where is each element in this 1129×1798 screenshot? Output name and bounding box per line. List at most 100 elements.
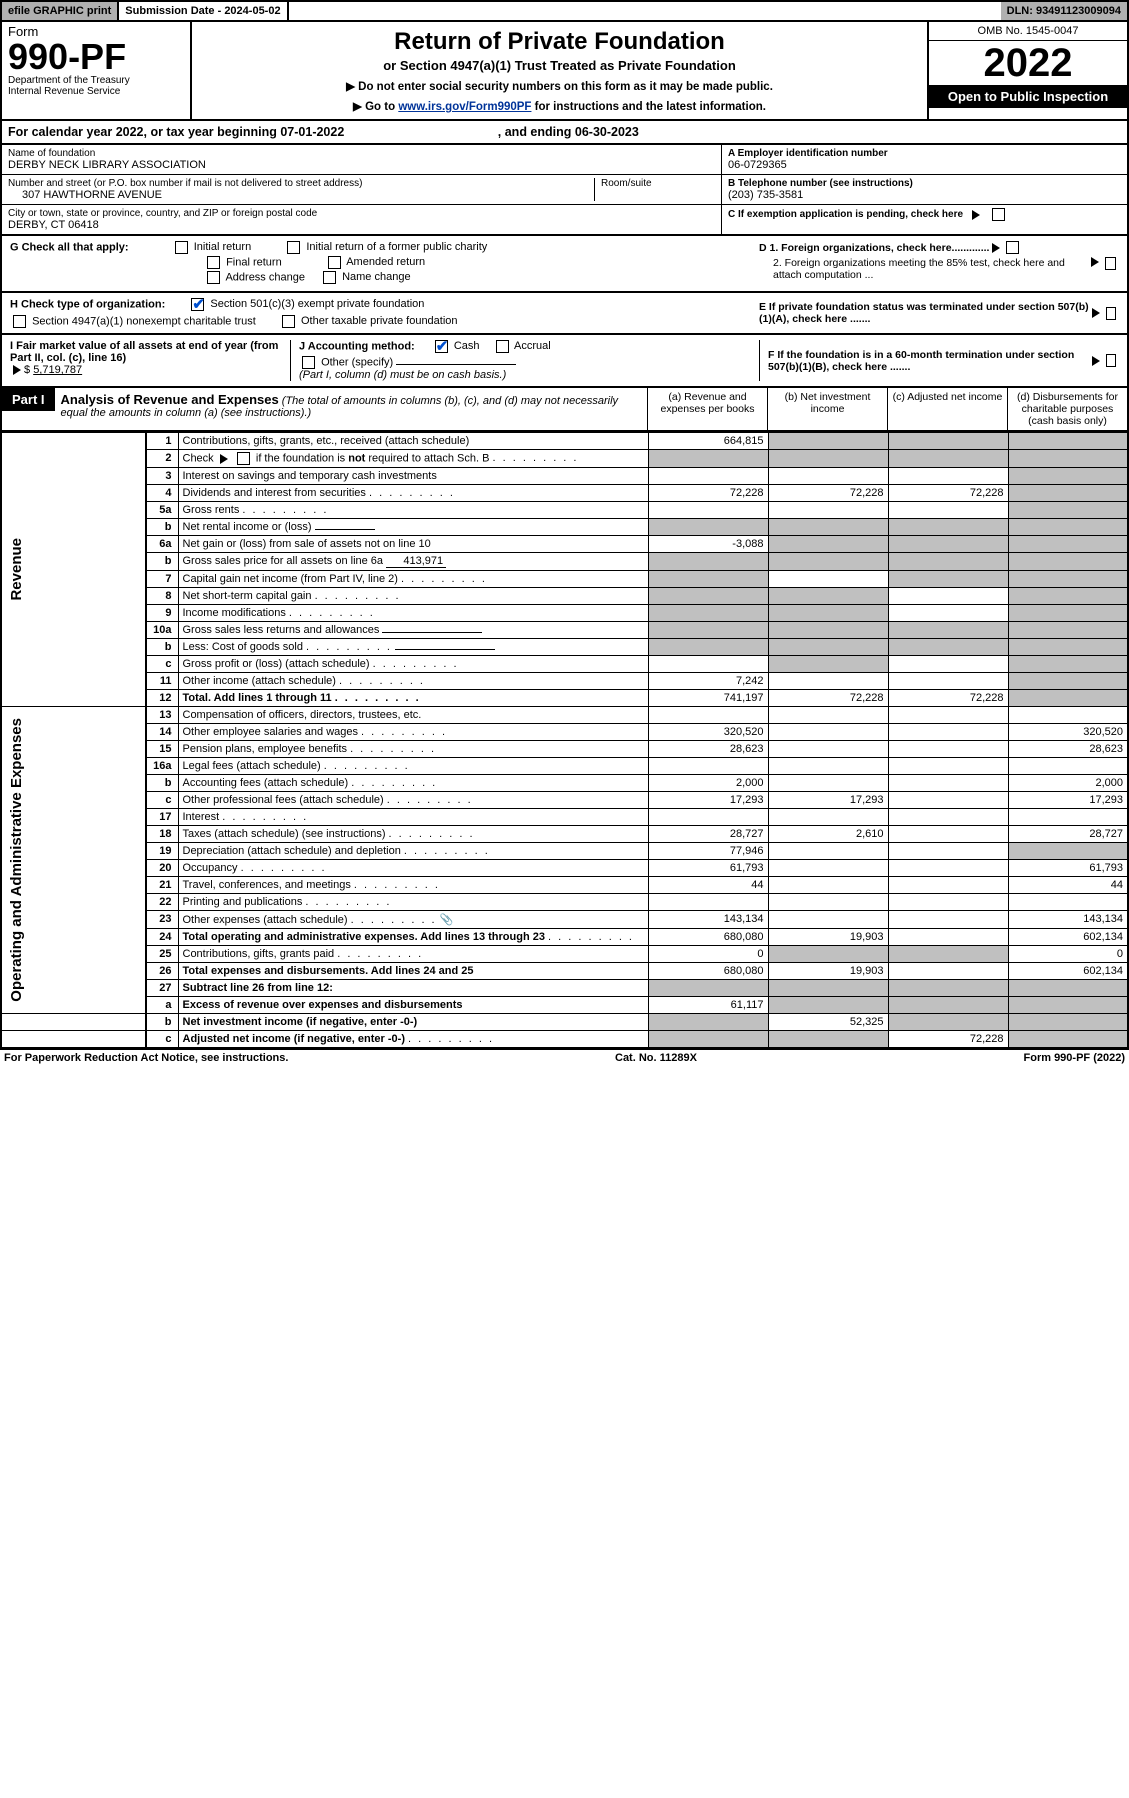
- submission-date: Submission Date - 2024-05-02: [119, 2, 288, 20]
- table-row: 16aLegal fees (attach schedule): [1, 758, 1128, 775]
- name-label: Name of foundation: [8, 148, 715, 159]
- d2-label: 2. Foreign organizations meeting the 85%…: [759, 257, 1088, 281]
- table-row: bNet rental income or (loss): [1, 519, 1128, 536]
- table-row: 22Printing and publications: [1, 894, 1128, 911]
- table-row: 10aGross sales less returns and allowanc…: [1, 622, 1128, 639]
- table-row: 19Depreciation (attach schedule) and dep…: [1, 843, 1128, 860]
- chk-other-method[interactable]: [302, 356, 315, 369]
- note-link: ▶ Go to www.irs.gov/Form990PF for instru…: [198, 99, 921, 113]
- table-row: cOther professional fees (attach schedul…: [1, 792, 1128, 809]
- chk-d1[interactable]: [1006, 241, 1019, 254]
- cat-no: Cat. No. 11289X: [615, 1052, 697, 1064]
- street-address: 307 HAWTHORNE AVENUE: [8, 189, 588, 201]
- chk-4947[interactable]: [13, 315, 26, 328]
- section-h: H Check type of organization: Section 50…: [0, 293, 1129, 335]
- form-ref: Form 990-PF (2022): [1024, 1052, 1126, 1064]
- chk-f[interactable]: [1106, 354, 1116, 367]
- form-header: Form 990-PF Department of the Treasury I…: [0, 22, 1129, 121]
- table-row: 26Total expenses and disbursements. Add …: [1, 963, 1128, 980]
- topbar: efile GRAPHIC print Submission Date - 20…: [0, 0, 1129, 22]
- chk-accrual[interactable]: [496, 340, 509, 353]
- foundation-name: DERBY NECK LIBRARY ASSOCIATION: [8, 159, 715, 171]
- arrow-icon: [1091, 257, 1099, 267]
- attachment-icon[interactable]: 📎: [440, 914, 454, 926]
- room-label: Room/suite: [601, 178, 715, 189]
- table-row: 3Interest on savings and temporary cash …: [1, 468, 1128, 485]
- table-row: Revenue 1 Contributions, gifts, grants, …: [1, 433, 1128, 450]
- note-ssn: ▶ Do not enter social security numbers o…: [198, 79, 921, 93]
- table-row: 25Contributions, gifts, grants paid 00: [1, 946, 1128, 963]
- chk-namechange[interactable]: [323, 271, 336, 284]
- table-row: 17Interest: [1, 809, 1128, 826]
- form990pf-link[interactable]: www.irs.gov/Form990PF: [398, 101, 531, 113]
- chk-d2[interactable]: [1105, 257, 1116, 270]
- table-row: 12Total. Add lines 1 through 11 741,1977…: [1, 690, 1128, 707]
- chk-initial[interactable]: [175, 241, 188, 254]
- irs-label: Internal Revenue Service: [8, 86, 184, 97]
- efile-print-btn[interactable]: efile GRAPHIC print: [2, 2, 119, 20]
- chk-other-taxable[interactable]: [282, 315, 295, 328]
- arrow-icon: [972, 210, 980, 220]
- g-label: G Check all that apply:: [10, 241, 129, 253]
- section-ijf: I Fair market value of all assets at end…: [0, 335, 1129, 388]
- table-row: aExcess of revenue over expenses and dis…: [1, 997, 1128, 1014]
- chk-e[interactable]: [1106, 307, 1116, 320]
- table-row: bGross sales price for all assets on lin…: [1, 553, 1128, 571]
- tax-year: 2022: [929, 41, 1127, 85]
- calendar-year-row: For calendar year 2022, or tax year begi…: [0, 121, 1129, 145]
- omb-number: OMB No. 1545-0047: [929, 22, 1127, 41]
- table-row: 9Income modifications: [1, 605, 1128, 622]
- col-a-hdr: (a) Revenue and expenses per books: [647, 388, 767, 430]
- i-label: I Fair market value of all assets at end…: [10, 340, 278, 364]
- phone-value: (203) 735-3581: [728, 189, 1121, 201]
- table-row: 6aNet gain or (loss) from sale of assets…: [1, 536, 1128, 553]
- table-row: 24Total operating and administrative exp…: [1, 929, 1128, 946]
- d1-label: D 1. Foreign organizations, check here..…: [759, 242, 989, 254]
- chk-address[interactable]: [207, 271, 220, 284]
- col-d-hdr: (d) Disbursements for charitable purpose…: [1007, 388, 1127, 430]
- part1-title: Analysis of Revenue and Expenses: [61, 392, 279, 407]
- city-label: City or town, state or province, country…: [8, 208, 715, 219]
- addr-label: Number and street (or P.O. box number if…: [8, 178, 588, 189]
- table-row: 5aGross rents: [1, 502, 1128, 519]
- form-subtitle: or Section 4947(a)(1) Trust Treated as P…: [198, 58, 921, 73]
- paperwork-notice: For Paperwork Reduction Act Notice, see …: [4, 1052, 288, 1064]
- city-state-zip: DERBY, CT 06418: [8, 219, 715, 231]
- f-label: F If the foundation is in a 60-month ter…: [768, 349, 1089, 373]
- table-row: Operating and Administrative Expenses 13…: [1, 707, 1128, 724]
- chk-501c3[interactable]: [191, 298, 204, 311]
- arrow-icon: [1092, 308, 1100, 318]
- arrow-icon: [992, 243, 1000, 253]
- arrow-icon: [1092, 356, 1100, 366]
- section-g-h: G Check all that apply: Initial return I…: [0, 236, 1129, 293]
- chk-initial-former[interactable]: [287, 241, 300, 254]
- table-row: 7Capital gain net income (from Part IV, …: [1, 571, 1128, 588]
- table-row: bNet investment income (if negative, ent…: [1, 1014, 1128, 1031]
- arrow-icon: [13, 365, 21, 375]
- chk-amended[interactable]: [328, 256, 341, 269]
- table-row: 8Net short-term capital gain: [1, 588, 1128, 605]
- ty-begin: 07-01-2022: [280, 125, 344, 139]
- info-block: Name of foundation DERBY NECK LIBRARY AS…: [0, 145, 1129, 236]
- table-row: 27Subtract line 26 from line 12:: [1, 980, 1128, 997]
- part1-badge: Part I: [2, 388, 55, 411]
- table-row: cGross profit or (loss) (attach schedule…: [1, 656, 1128, 673]
- chk-schb[interactable]: [237, 452, 250, 465]
- page-footer: For Paperwork Reduction Act Notice, see …: [0, 1049, 1129, 1066]
- revenue-label: Revenue: [6, 534, 27, 605]
- c-checkbox[interactable]: [992, 208, 1005, 221]
- table-row: bAccounting fees (attach schedule) 2,000…: [1, 775, 1128, 792]
- form-title: Return of Private Foundation: [198, 28, 921, 56]
- table-row: 15Pension plans, employee benefits 28,62…: [1, 741, 1128, 758]
- part1-table: Revenue 1 Contributions, gifts, grants, …: [0, 432, 1129, 1049]
- table-row: 20Occupancy 61,79361,793: [1, 860, 1128, 877]
- chk-final[interactable]: [207, 256, 220, 269]
- table-row: 18Taxes (attach schedule) (see instructi…: [1, 826, 1128, 843]
- phone-label: B Telephone number (see instructions): [728, 178, 1121, 189]
- table-row: 21Travel, conferences, and meetings 4444: [1, 877, 1128, 894]
- h-label: H Check type of organization:: [10, 298, 165, 310]
- open-public-badge: Open to Public Inspection: [929, 85, 1127, 108]
- c-label: C If exemption application is pending, c…: [728, 209, 963, 220]
- l1-a: 664,815: [648, 433, 768, 450]
- chk-cash[interactable]: [435, 340, 448, 353]
